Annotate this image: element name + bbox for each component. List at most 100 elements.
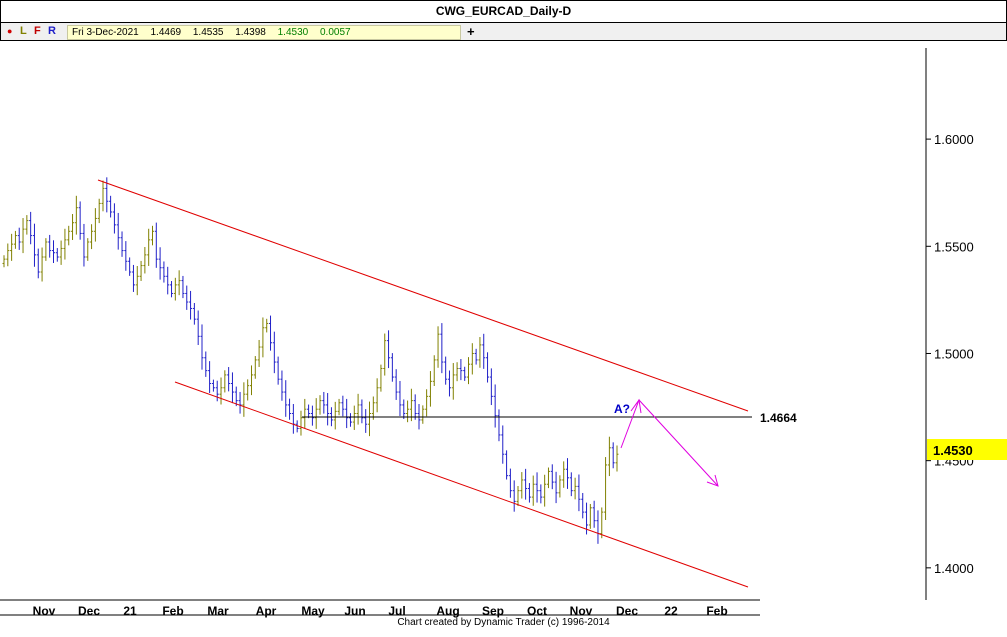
time-tick-label: Aug xyxy=(436,604,459,618)
ohlc-bar xyxy=(10,233,14,261)
ohlc-bar xyxy=(562,461,566,488)
ohlc-bar xyxy=(592,500,596,528)
ohlc-bar xyxy=(227,367,231,392)
ohlc-bar xyxy=(170,281,174,298)
ohlc-bar xyxy=(299,410,303,436)
ohlc-bar xyxy=(280,370,284,401)
ohlc-bar xyxy=(520,472,524,499)
ohlc-bar xyxy=(455,362,459,382)
bar-change: 0.0057 xyxy=(319,27,351,38)
ohlc-bar xyxy=(272,331,276,374)
ohlc-bar xyxy=(543,474,547,507)
ohlc-bar xyxy=(219,377,223,405)
price-tick-label: 1.5500 xyxy=(934,239,974,254)
ohlc-bar xyxy=(196,310,200,346)
ohlc-bar xyxy=(162,261,166,283)
ohlc-bar xyxy=(310,405,314,426)
ohlc-bar xyxy=(158,247,162,280)
ohlc-bar xyxy=(467,357,471,385)
ohlc-bar xyxy=(204,351,208,377)
ohlc-bar xyxy=(451,363,455,400)
wave-annotation: A? xyxy=(614,402,630,416)
ohlc-bar xyxy=(527,483,531,503)
ohlc-bar xyxy=(406,400,410,423)
time-tick-label: Oct xyxy=(527,604,547,618)
ohlc-bar xyxy=(124,241,128,271)
bar-date: Fri 3-Dec-2021 xyxy=(72,27,139,38)
ohlc-bar xyxy=(436,326,440,368)
flag-r-button[interactable]: R xyxy=(48,25,56,37)
flag-f-button[interactable]: F xyxy=(34,25,41,37)
price-tick-label: 1.5000 xyxy=(934,346,974,361)
time-tick-label: Dec xyxy=(616,604,638,618)
time-axis[interactable]: Nov Dec 21 Feb Mar Apr May Jun Jul Aug Sep Oct Nov De… xyxy=(33,604,728,618)
bar-open: 1.4469 xyxy=(150,27,182,38)
ohlc-bar xyxy=(284,380,288,417)
projection-arrowhead-end xyxy=(706,474,719,487)
ohlc-bar xyxy=(383,333,387,376)
ohlc-bar xyxy=(356,393,360,425)
ohlc-bar xyxy=(539,484,543,504)
bar-close: 1.4530 xyxy=(277,27,309,38)
add-button[interactable]: + xyxy=(467,24,475,39)
record-dot-icon[interactable]: ● xyxy=(7,26,13,36)
ohlc-bar xyxy=(470,343,474,375)
ohlc-bar xyxy=(192,302,196,325)
ohlc-bar xyxy=(288,398,292,420)
ohlc-bar xyxy=(139,260,143,281)
ohlc-bar xyxy=(588,503,592,529)
ohlc-bar xyxy=(402,399,406,419)
time-tick-label: Jun xyxy=(344,604,365,618)
ohlc-bar xyxy=(398,380,402,417)
ohlc-bar xyxy=(82,223,86,267)
ohlc-bar xyxy=(375,378,379,413)
ohlc-bar xyxy=(59,240,63,265)
ohlc-bar xyxy=(459,358,463,381)
ohlc-bar xyxy=(249,365,253,396)
chart-title: CWG_EURCAD_Daily-D xyxy=(0,0,1007,22)
ohlc-bar xyxy=(181,275,185,299)
ohlc-bar xyxy=(337,398,341,416)
ohlc-bar xyxy=(482,333,486,369)
ohlc-bar xyxy=(524,468,528,500)
ohlc-bar xyxy=(90,224,94,250)
ohlc-bar xyxy=(74,195,78,235)
flag-l-button[interactable]: L xyxy=(20,25,27,37)
time-tick-label: Feb xyxy=(162,604,183,618)
ohlc-bar xyxy=(101,180,105,212)
ohlc-bar xyxy=(432,355,436,387)
ohlc-bar xyxy=(128,257,132,276)
ohlc-bar xyxy=(223,370,227,393)
ohlc-bar xyxy=(322,391,326,414)
ohlc-bar xyxy=(497,409,501,442)
time-tick-label: Sep xyxy=(482,604,504,618)
ohlc-bar xyxy=(131,264,135,292)
ohlc-bar xyxy=(112,203,116,234)
ohlc-bar xyxy=(230,372,234,404)
ohlc-bar xyxy=(189,290,193,320)
ohlc-bar xyxy=(36,248,40,279)
ohlc-bar xyxy=(550,464,554,490)
ohlc-bar xyxy=(413,394,417,420)
ohlc-bar xyxy=(257,339,261,367)
time-tick-label: Apr xyxy=(256,604,277,618)
ohlc-bar xyxy=(261,317,265,358)
ohlc-bar xyxy=(253,356,257,379)
ohlc-bar xyxy=(505,450,509,480)
ohlc-bar xyxy=(611,442,615,469)
ohlc-bar xyxy=(394,369,398,400)
ohlc-bar xyxy=(78,201,82,240)
ohlc-bar xyxy=(577,474,581,512)
ohlc-bar xyxy=(348,413,352,427)
ohlc-bar xyxy=(29,211,33,245)
price-chart[interactable]: 1.4664 A? 1.6000 1.5500 1.5000 1.4500 1.4000… xyxy=(0,40,1007,632)
ohlc-bar xyxy=(440,323,444,374)
ohlc-bar xyxy=(508,468,512,498)
ohlc-bar xyxy=(173,277,177,301)
time-tick-label: 21 xyxy=(123,604,137,618)
ohlc-bar xyxy=(546,467,550,489)
ohlc-bar xyxy=(143,246,147,274)
ohlc-bar xyxy=(40,247,44,282)
ohlc-bar xyxy=(512,480,516,512)
